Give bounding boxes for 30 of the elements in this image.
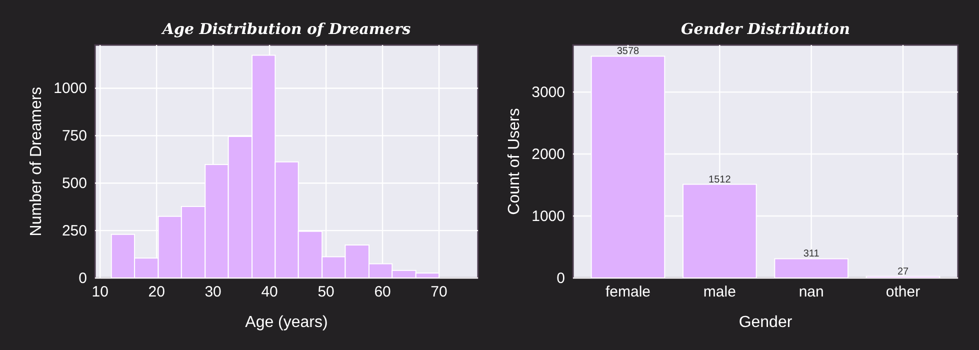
x-tick-label: 30 bbox=[204, 284, 222, 301]
x-tick-label: 60 bbox=[374, 284, 391, 301]
x-tick-label: 70 bbox=[430, 284, 448, 301]
x-tick-label: nan bbox=[798, 284, 824, 301]
x-axis-title: Gender bbox=[738, 314, 793, 331]
chart-title: Age Distribution of Dreamers bbox=[160, 20, 412, 38]
y-axis-title: Number of Dreamers bbox=[28, 86, 45, 236]
chart-title: Gender Distribution bbox=[680, 20, 850, 38]
x-tick-label: 50 bbox=[318, 284, 334, 301]
y-tick-label: 1000 bbox=[54, 80, 87, 98]
y-tick-label: 2000 bbox=[532, 146, 565, 163]
data-label: 1512 bbox=[708, 174, 732, 186]
x-tick-label: male bbox=[703, 284, 736, 301]
y-tick-label: 750 bbox=[62, 127, 87, 144]
y-tick-label: 0 bbox=[78, 270, 87, 287]
x-tick-label: 40 bbox=[261, 284, 278, 301]
x-tick-label: 20 bbox=[148, 284, 165, 301]
x-tick-label: other bbox=[886, 284, 920, 301]
y-tick-label: 3000 bbox=[532, 84, 565, 101]
x-tick-label: 10 bbox=[92, 284, 108, 301]
y-tick-label: 250 bbox=[62, 222, 87, 240]
y-tick-label: 1000 bbox=[532, 208, 565, 225]
y-tick-label: 0 bbox=[556, 270, 565, 287]
y-axis-title: Count of Users bbox=[506, 108, 523, 215]
x-axis-title: Age (years) bbox=[245, 314, 328, 331]
x-tick-label: female bbox=[605, 284, 651, 301]
data-label: 3578 bbox=[616, 46, 640, 58]
data-label: 311 bbox=[803, 248, 820, 260]
y-tick-label: 500 bbox=[62, 174, 87, 192]
data-label: 27 bbox=[897, 266, 909, 278]
